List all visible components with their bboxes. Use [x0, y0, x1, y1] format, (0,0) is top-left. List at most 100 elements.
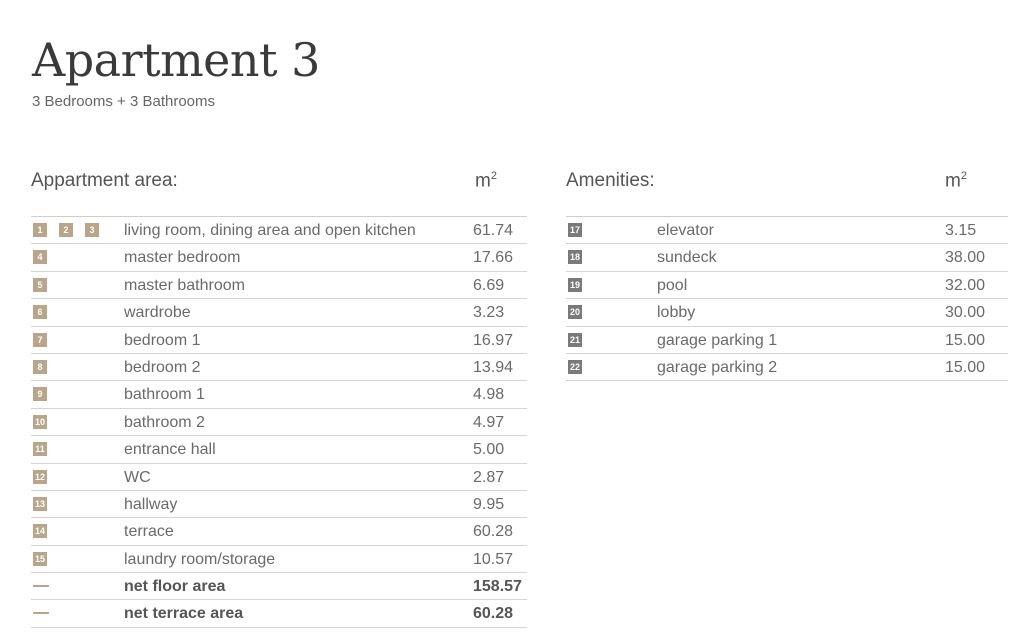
- room-number-badges: 5: [33, 277, 47, 292]
- room-number-badges: 10: [33, 414, 47, 429]
- total-row: net floor area 158.57: [31, 573, 527, 601]
- room-name: master bedroom: [124, 249, 241, 267]
- table-row: 9 bathroom 1 4.98: [31, 381, 527, 409]
- room-name: laundry room/storage: [124, 550, 276, 568]
- room-area: 13.94: [473, 358, 514, 376]
- page-title: Apartment 3: [32, 32, 320, 87]
- room-area: 3.15: [945, 222, 977, 239]
- table-row: 8 bedroom 2 13.94: [31, 354, 527, 382]
- room-name: bedroom 1: [124, 331, 201, 349]
- room-number-badge: 11: [33, 442, 47, 457]
- table-row: 4 master bedroom 17.66: [31, 244, 527, 272]
- room-number-badges: 21: [568, 332, 582, 347]
- table-row: 11 entrance hall 5.00: [31, 436, 527, 464]
- total-area: 60.28: [473, 605, 514, 623]
- room-area: 15.00: [945, 358, 986, 376]
- room-area: 3.23: [473, 304, 505, 322]
- room-number-badges: 17: [568, 223, 582, 237]
- total-area: 158.57: [473, 578, 522, 596]
- room-name: garage parking 1: [657, 331, 778, 349]
- room-number-badges: 19: [568, 277, 582, 292]
- room-name: lobby: [657, 304, 696, 322]
- unit: m: [945, 170, 961, 192]
- room-number-badge: 22: [568, 359, 582, 374]
- table-row: 6 wardrobe 3.23: [31, 299, 527, 327]
- room-area: 4.97: [473, 413, 505, 431]
- table-row: 5 master bathroom 6.69: [31, 272, 527, 300]
- room-number-badge: 20: [568, 305, 582, 320]
- room-area: 15.00: [945, 331, 986, 349]
- room-name: wardrobe: [124, 304, 191, 322]
- room-number-badges: 4: [33, 250, 47, 265]
- room-name: elevator: [657, 222, 714, 239]
- unit-sup: 2: [490, 170, 497, 182]
- table-row: 10 bathroom 2 4.97: [31, 409, 527, 437]
- table-row: 21 garage parking 1 15.00: [566, 327, 1008, 354]
- dash-icon: [33, 612, 49, 615]
- room-number-badge: 1: [33, 223, 47, 237]
- table-row: 7 bedroom 1 16.97: [31, 327, 527, 354]
- total-row: net terrace area 60.28: [31, 600, 527, 628]
- room-area: 30.00: [945, 304, 986, 322]
- room-number-badges: 11: [33, 442, 47, 457]
- room-area: 10.57: [473, 550, 514, 568]
- total-name: net terrace area: [124, 605, 244, 623]
- room-area: 16.97: [473, 331, 514, 349]
- room-number-badges: 13: [33, 496, 47, 511]
- table-row: 12 WC 2.87: [31, 464, 527, 491]
- room-area: 9.95: [473, 495, 505, 513]
- room-number-badge: 7: [33, 332, 47, 347]
- room-number-badge: 12: [33, 469, 47, 484]
- apartment-area-table: Appartment area: m2 1 2 3 living room, dini…: [31, 170, 527, 628]
- room-number-badge: 3: [85, 223, 99, 237]
- room-name: entrance hall: [124, 441, 216, 459]
- room-area: 17.66: [473, 249, 514, 267]
- room-number-badge: 19: [568, 277, 582, 292]
- room-number-badge: 13: [33, 496, 47, 511]
- amenities-table: Amenities: m2 17 elevator 3.15 18 sundeck 38.…: [566, 170, 1008, 382]
- room-number-badge: 10: [33, 414, 47, 429]
- unit-label: m2: [475, 170, 497, 192]
- table-row: 14 terrace 60.28: [31, 518, 527, 546]
- room-area: 5.00: [473, 441, 505, 459]
- room-number-badges: 20: [568, 305, 582, 320]
- room-name: bathroom 2: [124, 413, 205, 431]
- room-name: pool: [657, 276, 688, 294]
- room-number-badges: 14: [33, 524, 47, 539]
- room-area: 6.69: [473, 276, 505, 294]
- room-area: 60.28: [473, 523, 514, 541]
- room-area: 32.00: [945, 276, 986, 294]
- room-number-badges: 9: [33, 387, 47, 402]
- table-row: 1 2 3 living room, dining area and open kit…: [31, 217, 527, 245]
- table-row: 22 garage parking 2 15.00: [566, 354, 1008, 382]
- room-number-badges: 12: [33, 469, 47, 484]
- room-number-badge: 18: [568, 250, 582, 265]
- amenities-heading: Amenities:: [566, 170, 655, 191]
- room-name: bedroom 2: [124, 358, 201, 376]
- room-name: terrace: [124, 523, 174, 541]
- room-number-badge: 14: [33, 524, 47, 539]
- room-area: 38.00: [945, 249, 986, 267]
- room-area: 61.74: [473, 222, 514, 239]
- room-number-badge: 5: [33, 277, 47, 292]
- room-name: garage parking 2: [657, 358, 778, 376]
- table-row: 19 pool 32.00: [566, 272, 1008, 300]
- apartment-heading: Appartment area:: [31, 170, 178, 191]
- room-name: WC: [124, 468, 151, 486]
- room-name: hallway: [124, 495, 178, 513]
- room-name: master bathroom: [124, 276, 245, 294]
- room-area: 4.98: [473, 386, 505, 404]
- dash-icon: [33, 585, 49, 588]
- table-row: 13 hallway 9.95: [31, 491, 527, 519]
- room-name: living room, dining area and open kitche…: [124, 222, 416, 239]
- unit-sup: 2: [960, 170, 967, 182]
- unit: m: [475, 170, 491, 192]
- table-row: 20 lobby 30.00: [566, 299, 1008, 327]
- room-number-badge: 6: [33, 305, 47, 320]
- table-row: 15 laundry room/storage 10.57: [31, 546, 527, 574]
- room-number-badge: 9: [33, 387, 47, 402]
- room-name: bathroom 1: [124, 386, 205, 404]
- room-number-badge: 17: [568, 223, 582, 237]
- room-number-badges: 15: [33, 551, 47, 566]
